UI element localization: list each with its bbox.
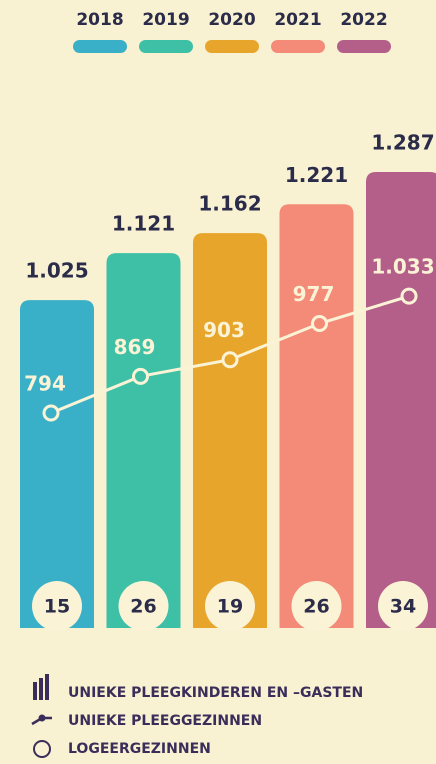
count-label: 19: [217, 596, 243, 618]
legend-icon: [33, 682, 37, 700]
count-circle: [205, 581, 255, 631]
legend-swatch: [139, 40, 193, 53]
legend-swatch: [73, 40, 127, 53]
legend-swatch: [271, 40, 325, 53]
bar: [106, 253, 181, 628]
legend-swatch: [337, 40, 391, 53]
bar: [366, 172, 436, 628]
bar-label: 1.121: [112, 212, 175, 236]
legend-year: 2018: [76, 10, 123, 30]
line-label: 977: [293, 282, 335, 306]
legend-icon: [38, 714, 46, 722]
line-point: [311, 315, 328, 333]
count-label: 15: [44, 596, 70, 618]
bar: [20, 300, 94, 628]
legend-label: LOGEERGEZINNEN: [68, 741, 211, 757]
count-label: 26: [130, 596, 156, 618]
bar-label: 1.025: [25, 259, 88, 283]
legend-year: 2021: [274, 10, 321, 30]
count-label: 34: [390, 596, 416, 618]
line-point: [400, 287, 418, 305]
bar-label: 1.221: [285, 163, 348, 187]
line-label: 903: [203, 318, 245, 342]
line-label: 869: [114, 335, 156, 359]
legend-year: 2020: [208, 10, 255, 30]
legend-label: UNIEKE PLEEGKINDEREN EN –GASTEN: [68, 685, 363, 701]
legend-icon: [39, 678, 43, 700]
legend-swatch: [205, 40, 259, 53]
line-point: [42, 404, 60, 422]
count-circle: [378, 581, 428, 631]
line-point: [221, 351, 239, 369]
legend-year: 2019: [142, 10, 189, 30]
bar: [193, 233, 267, 629]
count-circle: [118, 581, 169, 631]
count-label: 26: [303, 596, 329, 618]
line-point: [132, 367, 149, 385]
bar: [279, 204, 354, 629]
count-circle: [291, 581, 342, 631]
line-label: 1.033: [371, 255, 434, 279]
legend-year: 2022: [340, 10, 387, 30]
legend-label: UNIEKE PLEEGGEZINNEN: [68, 713, 262, 729]
bar-label: 1.162: [198, 192, 261, 216]
legend-icon: [45, 674, 49, 700]
line-label: 794: [24, 372, 66, 396]
legend-icon: [33, 740, 51, 758]
bar-label: 1.287: [371, 131, 434, 155]
count-circle: [32, 581, 82, 631]
